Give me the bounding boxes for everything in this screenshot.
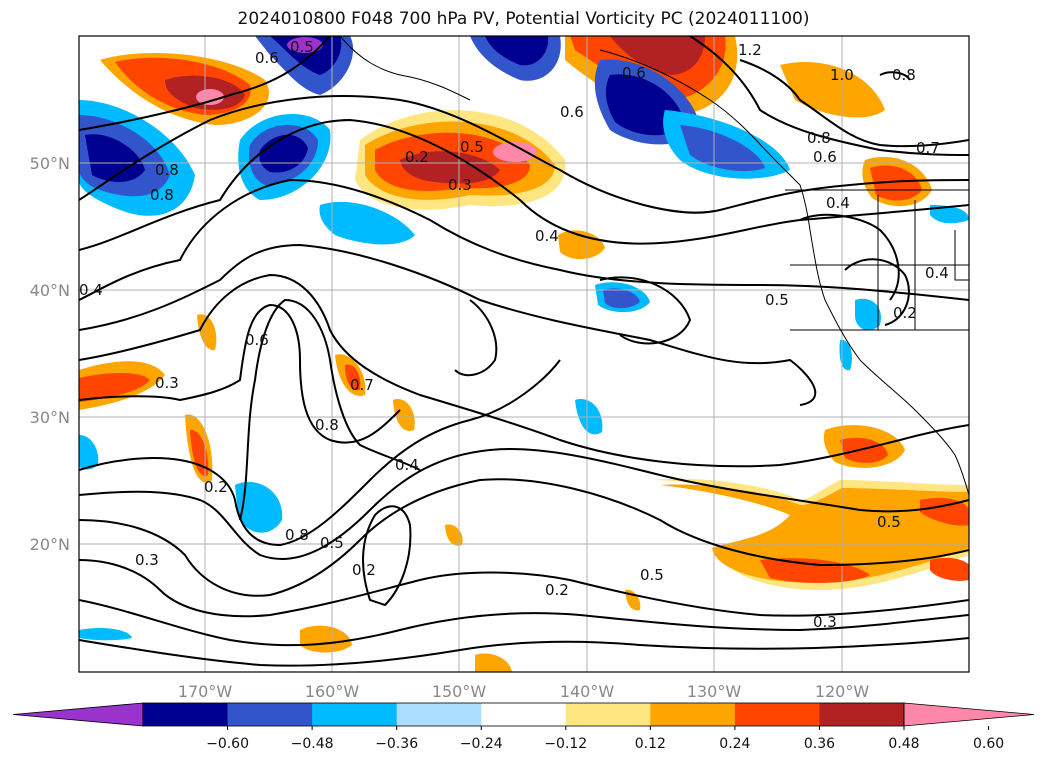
contour-label: 1.2	[738, 41, 762, 59]
colorbar-tick-label: 0.12	[635, 736, 666, 752]
map-frame	[78, 35, 970, 673]
contour-label: 0.5	[877, 513, 901, 531]
coastlines	[339, 36, 969, 496]
colorbar-tick-label: 0.24	[719, 736, 750, 752]
contour-label: 0.8	[155, 161, 179, 179]
contour-label: 0.6	[245, 331, 269, 349]
lat-label: 30°N	[30, 408, 70, 427]
contour-labels: 0.6 0.5 1.2 1.0 0.8 0.6 0.5 0.2 0.3 0.8 …	[79, 38, 949, 631]
contour-label: 0.8	[892, 66, 916, 84]
lon-label: 150°W	[432, 682, 487, 701]
contour-label: 0.2	[204, 478, 228, 496]
colorbar-tick-label: 0.36	[804, 736, 835, 752]
colorbar-tick-label: 0.60	[973, 736, 1004, 752]
contour-label: 0.7	[916, 139, 940, 157]
contour-label: 0.7	[350, 376, 374, 394]
contour-label: 0.5	[460, 138, 484, 156]
colorbar-frame	[142, 702, 905, 727]
contour-label: 0.6	[255, 49, 279, 67]
colorbar-segment	[481, 703, 567, 726]
contour-label: 0.6	[813, 148, 837, 166]
contour-label: 0.2	[893, 304, 917, 322]
colorbar: −0.60 −0.48 −0.36 −0.24 −0.12 0.12 0.24 0.36 0.4…	[12, 702, 1035, 752]
lon-label: 160°W	[305, 682, 360, 701]
contour-label: 0.8	[285, 526, 309, 544]
colorbar-extend-low	[12, 702, 144, 727]
contour-label: 0.2	[545, 581, 569, 599]
colorbar-tick-label: −0.36	[375, 736, 418, 752]
colorbar-segment	[565, 703, 651, 726]
colorbar-segment	[650, 703, 736, 726]
contour-label: 0.8	[315, 416, 339, 434]
contour-label: 0.5	[640, 566, 664, 584]
colorbar-segment	[734, 703, 820, 726]
contour-label: 0.3	[135, 551, 159, 569]
colorbar-extend-high	[903, 702, 1035, 727]
contour-label: 0.5	[765, 291, 789, 309]
lat-label: 20°N	[30, 535, 70, 554]
colorbar-segment	[819, 703, 905, 726]
contour-label: 0.3	[155, 374, 179, 392]
contour-label: 0.4	[79, 281, 103, 299]
contour-label: 0.5	[290, 38, 314, 56]
contour-label: 0.8	[150, 186, 174, 204]
colorbar-tick-label: −0.24	[460, 736, 503, 752]
colorbar-segment	[143, 703, 229, 726]
contour-label: 0.4	[535, 227, 559, 245]
lon-label: 140°W	[560, 682, 615, 701]
lon-label: 130°W	[687, 682, 742, 701]
contour-label: 0.6	[622, 64, 646, 82]
lon-label: 120°W	[815, 682, 870, 701]
colorbar-tick-label: −0.60	[206, 736, 249, 752]
colorbar-segment	[312, 703, 398, 726]
contour-label: 0.6	[560, 103, 584, 121]
lat-label: 50°N	[30, 154, 70, 173]
contour-label: 0.2	[405, 148, 429, 166]
lat-label: 40°N	[30, 281, 70, 300]
contour-label: 0.4	[925, 264, 949, 282]
longitude-labels: 170°W 160°W 150°W 140°W 130°W 120°W	[178, 682, 870, 701]
contour-label: 0.8	[807, 129, 831, 147]
contour-label: 1.0	[830, 66, 854, 84]
contour-label: 0.3	[813, 613, 837, 631]
contour-label: 0.2	[352, 561, 376, 579]
lon-label: 170°W	[178, 682, 233, 701]
contour-label: 0.5	[320, 534, 344, 552]
pv-contours	[79, 36, 969, 667]
map-title: 2024010800 F048 700 hPa PV, Potential Vo…	[237, 9, 810, 29]
contour-label: 0.3	[448, 176, 472, 194]
colorbar-tick-label: −0.48	[291, 736, 334, 752]
latitude-labels: 50°N 40°N 30°N 20°N	[30, 154, 70, 554]
colorbar-tick-label: −0.12	[544, 736, 587, 752]
contour-label: 0.4	[826, 194, 850, 212]
colorbar-tick-label: 0.48	[888, 736, 919, 752]
colorbar-segment	[396, 703, 482, 726]
contour-label: 0.4	[395, 456, 419, 474]
colorbar-segment	[227, 703, 313, 726]
